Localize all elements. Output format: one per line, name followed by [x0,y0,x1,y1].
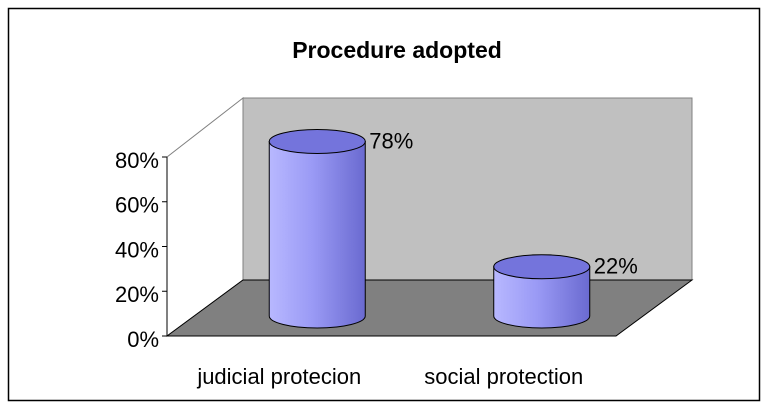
y-tick-label: 20% [115,282,159,307]
value-label: 22% [594,254,638,279]
bar [268,140,366,329]
y-tick-label: 80% [115,148,159,173]
bar-top [268,128,366,154]
chart-title: Procedure adopted [292,37,502,63]
value-label: 78% [369,128,413,153]
x-tick-label: social protection [424,364,583,389]
y-tick-label: 40% [115,237,159,262]
bar-top [493,254,591,280]
y-tick-label: 0% [127,327,159,352]
floor [165,279,694,337]
bar [493,266,591,329]
x-tick-label: judicial protecion [196,364,361,389]
y-tick-label: 60% [115,193,159,218]
